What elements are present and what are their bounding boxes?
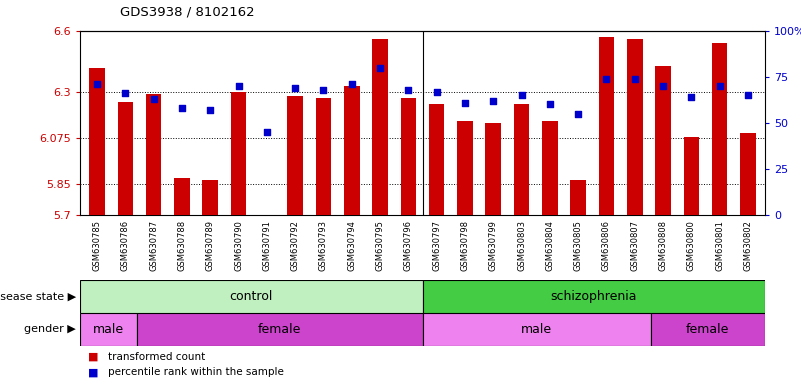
Point: [345, 81, 358, 87]
Text: gender ▶: gender ▶: [24, 324, 76, 334]
Point: [232, 83, 245, 89]
Bar: [174, 178, 190, 215]
Point: [289, 85, 302, 91]
Bar: [542, 121, 557, 215]
Bar: [513, 104, 529, 215]
Bar: [423, 313, 650, 346]
Text: ■: ■: [88, 352, 99, 362]
Bar: [231, 92, 247, 215]
Point: [119, 90, 132, 96]
Bar: [203, 180, 218, 215]
Point: [374, 65, 387, 71]
Point: [572, 111, 585, 117]
Point: [317, 87, 330, 93]
Point: [713, 83, 726, 89]
Bar: [740, 133, 756, 215]
Point: [402, 87, 415, 93]
Point: [628, 76, 641, 82]
Bar: [683, 137, 699, 215]
Bar: [146, 94, 162, 215]
Bar: [598, 37, 614, 215]
Bar: [400, 98, 417, 215]
Point: [260, 129, 273, 135]
Point: [147, 96, 160, 102]
Bar: [627, 39, 642, 215]
Bar: [118, 103, 133, 215]
Point: [175, 105, 188, 111]
Text: female: female: [258, 323, 301, 336]
Bar: [712, 43, 727, 215]
Bar: [80, 313, 137, 346]
Text: percentile rank within the sample: percentile rank within the sample: [108, 367, 284, 377]
Bar: [137, 313, 422, 346]
Bar: [485, 123, 501, 215]
Bar: [457, 121, 473, 215]
Point: [91, 81, 103, 87]
Bar: [423, 280, 765, 313]
Point: [543, 101, 556, 108]
Text: schizophrenia: schizophrenia: [550, 290, 637, 303]
Point: [458, 99, 471, 106]
Bar: [429, 104, 445, 215]
Bar: [316, 98, 332, 215]
Text: male: male: [93, 323, 124, 336]
Bar: [570, 180, 586, 215]
Text: disease state ▶: disease state ▶: [0, 291, 76, 302]
Bar: [655, 66, 671, 215]
Point: [204, 107, 217, 113]
Point: [515, 92, 528, 98]
Bar: [89, 68, 105, 215]
Bar: [372, 39, 388, 215]
Point: [600, 76, 613, 82]
Bar: [288, 96, 303, 215]
Text: male: male: [521, 323, 552, 336]
Point: [430, 88, 443, 94]
Point: [685, 94, 698, 100]
Text: control: control: [230, 290, 273, 303]
Point: [657, 83, 670, 89]
Text: transformed count: transformed count: [108, 352, 205, 362]
Bar: [344, 86, 360, 215]
Text: female: female: [686, 323, 730, 336]
Point: [487, 98, 500, 104]
Point: [742, 92, 755, 98]
Bar: [80, 280, 423, 313]
Bar: [650, 313, 765, 346]
Text: ■: ■: [88, 367, 99, 377]
Text: GDS3938 / 8102162: GDS3938 / 8102162: [120, 6, 255, 19]
